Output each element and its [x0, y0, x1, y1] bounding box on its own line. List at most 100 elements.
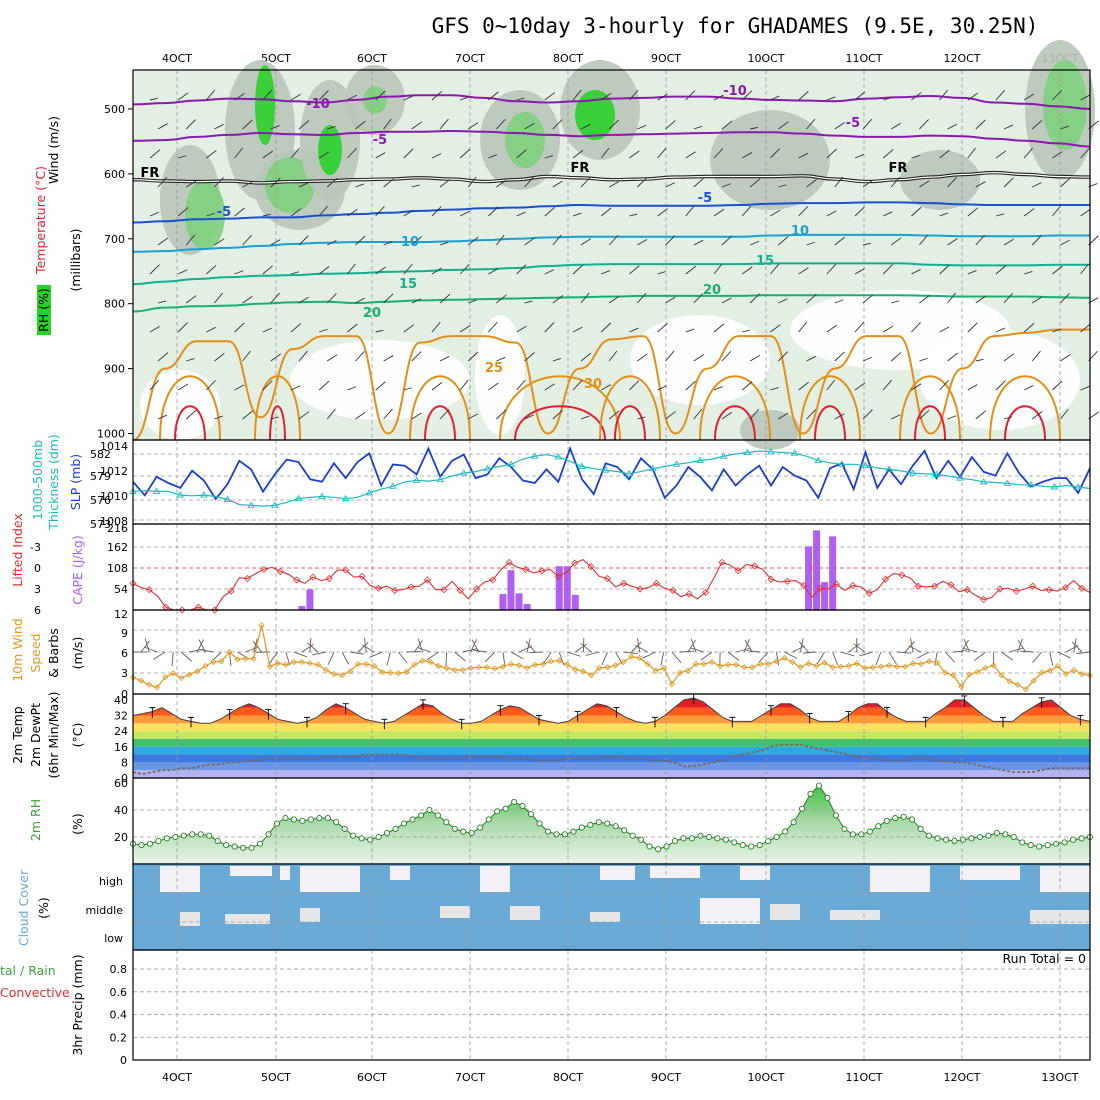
wind-barb: [1001, 651, 1014, 661]
wind-barb: [375, 329, 384, 333]
slp-tick-label: 1010: [100, 490, 128, 503]
wind-point: [885, 662, 893, 669]
rh-point: [367, 836, 374, 843]
wind-barb: [798, 267, 809, 275]
chart-title: GFS 0~10day 3-hourly for GHADAMES (9.5E,…: [432, 14, 1039, 38]
wind-barb: [431, 91, 443, 101]
wind-barb: [947, 177, 957, 188]
rh-legend-swatch: [37, 285, 51, 335]
lifted-point: [1012, 587, 1020, 595]
label-cape: CAPE (J/kg): [70, 535, 85, 605]
wind-barb: [629, 150, 640, 159]
rh-shading: [290, 340, 470, 420]
rh-point: [680, 835, 687, 842]
minmax-marker: [497, 705, 504, 716]
wind-barb: [411, 184, 420, 188]
wind-barb: [140, 640, 150, 653]
wind-barb: [206, 326, 216, 333]
wind-point: [1070, 666, 1077, 674]
wind-barb: [911, 154, 920, 159]
precip-tick-label: 0.2: [110, 1031, 128, 1044]
wind-barb: [1023, 208, 1035, 217]
wind-barb: [919, 234, 929, 246]
contour-label: 10: [401, 235, 419, 250]
wind-barb: [1031, 235, 1042, 246]
wind-barb: [1032, 651, 1043, 663]
wind-barb: [1031, 350, 1041, 362]
wind-barb: [601, 651, 608, 666]
wind-barb: [911, 322, 921, 333]
rh-point: [155, 838, 162, 845]
wind-barb: [862, 409, 873, 420]
wind-point: [459, 666, 466, 674]
wind-barb: [802, 651, 817, 654]
wind-barb: [355, 411, 366, 420]
wind-barb: [417, 638, 423, 653]
wind-point: [178, 674, 185, 682]
rh-point: [485, 816, 492, 823]
wind-barb: [544, 322, 555, 333]
wind-barb: [919, 180, 930, 188]
wind-barb: [177, 383, 189, 391]
minmax-marker: [1038, 697, 1045, 708]
thickness-point: [838, 460, 846, 467]
lifted-point: [423, 576, 432, 584]
wind-tick-label: 6: [121, 647, 128, 660]
lifted-point: [800, 581, 808, 590]
wind-barb: [375, 205, 385, 217]
rh-point: [299, 817, 306, 824]
rh-point: [612, 823, 619, 830]
wind-barb: [911, 383, 922, 391]
wind-barb: [665, 411, 676, 420]
minmax-marker: [265, 709, 272, 720]
wind-barb: [157, 414, 168, 420]
thickness-point: [412, 476, 421, 483]
wind-barb: [386, 651, 391, 666]
thickness-point: [578, 462, 586, 469]
wind-point: [684, 667, 691, 674]
cape-bar: [829, 536, 837, 610]
wind-barb: [1080, 263, 1089, 275]
lifted-point: [931, 582, 939, 590]
wind-barb: [270, 416, 279, 420]
wind-barb: [580, 123, 591, 130]
wind-point: [990, 662, 997, 669]
wind-barb: [234, 384, 245, 391]
wind-barb: [318, 205, 328, 217]
wind-barb: [890, 122, 902, 130]
rh-point: [748, 843, 755, 850]
wind-barb: [685, 205, 695, 217]
wind-barb: [242, 181, 253, 188]
wind-barb: [832, 651, 839, 666]
wind-point: [322, 666, 330, 674]
wind-barb: [721, 120, 733, 130]
rh-point: [782, 828, 789, 835]
wind-barb: [741, 266, 753, 275]
isotherm-30: [699, 375, 771, 441]
wind-barb: [1031, 410, 1043, 420]
minmax-marker: [884, 707, 890, 718]
bottom-tick-label: 13OCT: [1041, 1071, 1078, 1084]
wind-barb: [685, 380, 696, 391]
wind-barb: [629, 380, 640, 391]
wind-barb: [580, 177, 591, 188]
lifted-tick-label: -3: [30, 541, 41, 554]
wind-barb: [891, 414, 901, 420]
rh-point: [384, 829, 391, 837]
wind-point: [186, 671, 193, 678]
thickness-point: [389, 482, 397, 489]
wind-point: [958, 683, 965, 690]
wind-point: [918, 660, 925, 668]
wind-barb: [995, 213, 1004, 217]
label-wind-c: & Barbs: [46, 628, 61, 678]
cape-tick-label: 108: [107, 562, 128, 575]
wind-barb: [834, 236, 846, 246]
wind-barb: [713, 94, 724, 101]
wind-barb: [196, 639, 204, 653]
wind-barb: [834, 351, 845, 362]
wind-barb: [431, 267, 443, 275]
temp-band: [133, 707, 1090, 716]
wind-barb: [270, 239, 281, 246]
cape-tick-label: 162: [107, 541, 128, 554]
wind-barb: [544, 207, 555, 217]
